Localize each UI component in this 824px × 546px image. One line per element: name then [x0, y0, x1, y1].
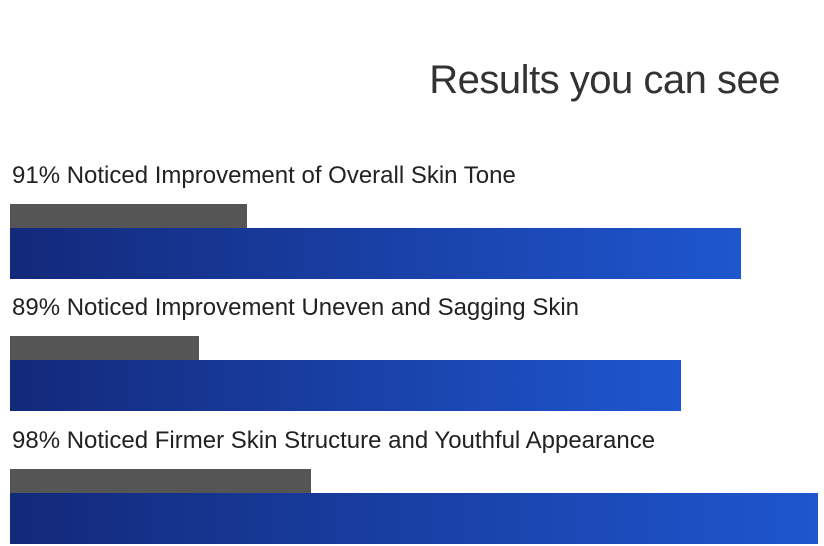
- bar-label: 91% Noticed Improvement of Overall Skin …: [12, 162, 516, 189]
- gray-bar: [10, 204, 247, 228]
- chart-title: Results you can see: [429, 58, 780, 102]
- bar-label: 98% Noticed Firmer Skin Structure and Yo…: [12, 427, 656, 454]
- blue-bar: [10, 493, 818, 544]
- blue-bar: [10, 360, 681, 411]
- gray-bar: [10, 336, 199, 360]
- bar-label: 89% Noticed Improvement Uneven and Saggi…: [12, 294, 579, 321]
- blue-bar: [10, 228, 741, 279]
- gray-bar: [10, 469, 311, 493]
